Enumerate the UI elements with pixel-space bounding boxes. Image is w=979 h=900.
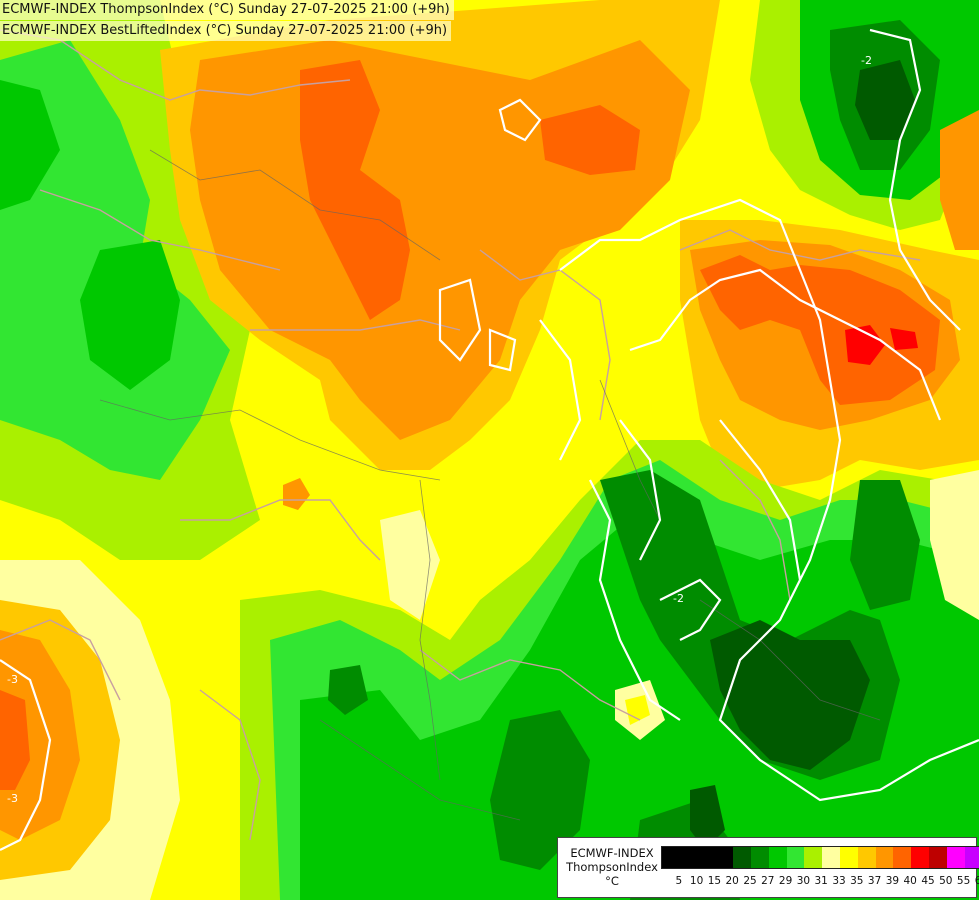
legend-tick-label: 40: [903, 875, 917, 887]
legend-tick-label: 37: [867, 875, 882, 887]
legend-title: ECMWF-INDEX: [570, 846, 654, 860]
legend-tick-label: 30: [796, 875, 811, 887]
region-central-pale: [380, 510, 440, 620]
legend-tick-label: 15: [707, 875, 722, 887]
region-se-dark-green: [710, 620, 870, 770]
region-sw-dark-orange: [0, 630, 80, 840]
lifted-index-contours: [0, 28, 979, 851]
legend-tick-label: 60: [974, 875, 979, 887]
legend-unit: °C: [605, 874, 619, 888]
region-west-green-2: [0, 80, 60, 210]
legend-swatch: [857, 847, 876, 868]
legend-colorbar: [661, 846, 979, 869]
legend-tick-label: 10: [689, 875, 704, 887]
contour-label: -3: [7, 792, 18, 805]
contour-label: -3: [7, 673, 18, 686]
region-bottom-dark: [690, 785, 725, 850]
contour-labels: -2 -2 -3 -3: [7, 54, 872, 805]
legend-swatch: [786, 847, 805, 868]
map-title-bestlifted: ECMWF-INDEX BestLiftedIndex (°C) Sunday …: [0, 21, 452, 41]
region-south-yellow-patch: [625, 695, 650, 725]
contour-label: -2: [861, 54, 872, 67]
legend-swatch: [697, 847, 716, 868]
color-legend: ECMWF-INDEX ThompsonIndex °C 5 10 15 20 25 27…: [557, 837, 979, 898]
region-east-red-orange: [700, 255, 940, 405]
legend-swatch: [733, 847, 751, 868]
legend-swatch: [893, 847, 912, 868]
legend-swatch: [715, 847, 734, 868]
legend-swatch: [964, 847, 979, 868]
legend-swatch: [679, 847, 698, 868]
region-ne-darkest-green: [855, 60, 915, 140]
region-south-small-green: [328, 665, 368, 715]
legend-swatch: [928, 847, 947, 868]
legend-tick-label: 55: [956, 875, 971, 887]
contour-label: -2: [673, 592, 684, 605]
legend-tick-label: 5: [675, 875, 683, 887]
legend-tick-label: 27: [761, 875, 775, 887]
legend-tick-label: 31: [814, 875, 828, 887]
rivers: [99, 149, 881, 821]
legend-tick-label: 39: [885, 875, 900, 887]
region-north-red-orange: [540, 105, 640, 175]
legend-tick-label: 33: [832, 875, 846, 887]
country-borders: [0, 29, 921, 841]
legend-tick-label: 29: [778, 875, 793, 887]
legend-tick-label: 45: [921, 875, 935, 887]
legend-swatch: [750, 847, 769, 868]
region-south-green-mid: [490, 710, 590, 870]
legend-title-block: ECMWF-INDEX ThompsonIndex °C: [562, 846, 662, 888]
region-east-pale: [930, 470, 979, 620]
legend-swatch: [804, 847, 823, 868]
region-small-orange: [283, 478, 310, 510]
legend-tick-label: 50: [939, 875, 953, 887]
legend-subtitle: ThompsonIndex: [566, 860, 658, 874]
legend-tick-label: 25: [743, 875, 757, 887]
region-central-red-orange: [300, 60, 410, 320]
legend-tick-label: 35: [850, 875, 864, 887]
region-east-red: [845, 325, 885, 365]
map-title-thompson: ECMWF-INDEX ThompsonIndex (°C) Sunday 27…: [0, 0, 454, 20]
legend-swatch: [875, 847, 894, 868]
legend-swatch: [946, 847, 965, 868]
region-west-green-3: [80, 240, 180, 390]
region-sw-red-orange: [0, 690, 30, 790]
region-east-red-2: [890, 328, 918, 350]
legend-swatch: [822, 847, 840, 868]
region-se-green-2: [850, 480, 920, 610]
legend-swatch: [662, 847, 680, 868]
legend-swatch: [768, 847, 787, 868]
legend-tick-label: 20: [725, 875, 739, 887]
region-far-east-orange: [940, 110, 979, 250]
legend-swatch: [911, 847, 929, 868]
legend-swatch: [839, 847, 858, 868]
